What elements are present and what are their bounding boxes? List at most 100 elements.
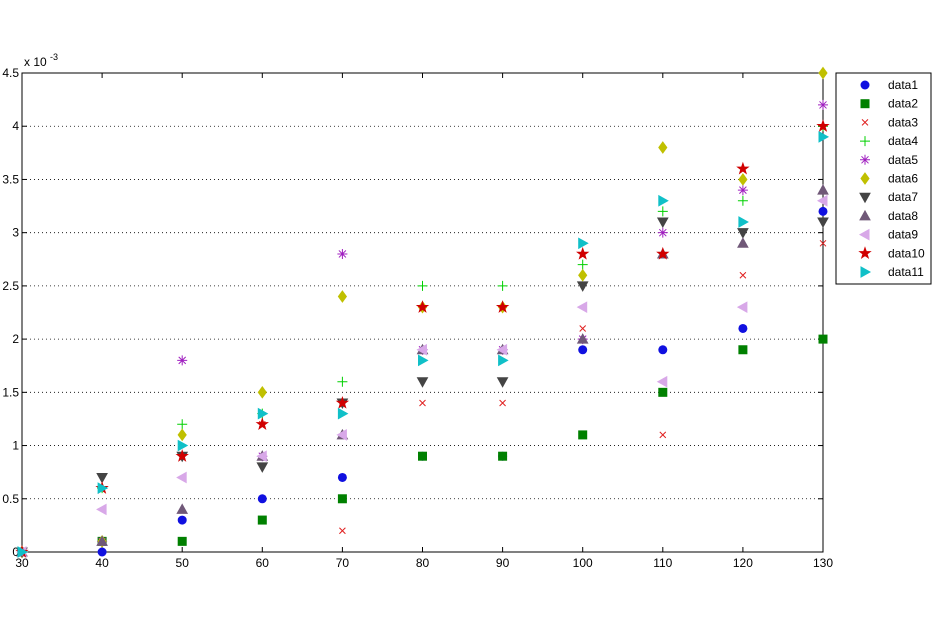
legend-marker: [861, 119, 869, 126]
x-tick-label: 70: [336, 556, 350, 570]
marker: [496, 343, 508, 356]
marker: [736, 161, 750, 175]
x-tick-label: 50: [176, 556, 190, 570]
y-tick-label: 4: [12, 119, 19, 133]
marker: [17, 546, 29, 558]
y-tick-label: 2: [12, 332, 19, 346]
marker: [497, 280, 508, 291]
marker: [576, 281, 589, 292]
x-tick-label: 80: [416, 556, 430, 570]
marker: [176, 503, 189, 514]
legend-label: data6: [888, 172, 918, 186]
marker: [738, 345, 748, 355]
marker: [498, 451, 508, 461]
marker: [737, 185, 748, 196]
legend-label: data7: [888, 190, 918, 204]
marker: [175, 449, 189, 462]
marker: [177, 355, 188, 366]
y-tick-label: 3: [12, 226, 19, 240]
legend-marker: [860, 154, 870, 165]
marker: [416, 343, 427, 356]
marker: [96, 535, 108, 546]
legend-label: data4: [888, 134, 918, 148]
legend-label: data1: [888, 78, 918, 92]
x-tick-label: 110: [653, 556, 672, 570]
marker: [659, 431, 667, 439]
marker: [818, 131, 830, 143]
marker: [738, 323, 748, 333]
marker: [577, 259, 588, 270]
marker: [739, 271, 747, 279]
marker: [257, 407, 269, 420]
marker: [576, 333, 589, 344]
x-tick-label: 40: [95, 556, 109, 570]
marker: [336, 429, 347, 441]
y-tick-label: 3.5: [2, 172, 19, 186]
marker: [496, 377, 509, 388]
legend-marker: [860, 80, 870, 90]
marker: [737, 195, 748, 206]
legend-marker: [860, 266, 872, 278]
marker: [738, 216, 749, 228]
marker: [335, 395, 350, 409]
marker: [816, 119, 830, 132]
legend-marker: [859, 192, 871, 204]
marker: [498, 354, 509, 367]
marker: [419, 399, 426, 407]
marker: [257, 385, 267, 399]
marker: [177, 428, 187, 442]
marker: [176, 471, 187, 484]
legend-label: data5: [888, 153, 918, 167]
marker: [578, 237, 589, 250]
marker: [339, 527, 346, 535]
x-tick-label: 130: [813, 556, 833, 570]
legend-marker: [859, 209, 871, 221]
marker: [818, 66, 828, 80]
y-multiplier: x 10: [24, 55, 47, 69]
marker: [658, 194, 669, 207]
plot-frame: [21, 72, 824, 553]
marker: [818, 206, 828, 216]
marker: [737, 228, 749, 239]
x-tick-label: 100: [573, 556, 593, 570]
marker: [737, 237, 749, 248]
legend-label: data2: [888, 97, 918, 111]
y-tick-label: 1: [12, 439, 19, 453]
y-tick-label: 0.5: [2, 492, 19, 506]
legend-marker: [858, 246, 872, 259]
y-tick-label: 1.5: [2, 385, 19, 399]
marker: [818, 99, 828, 110]
legend-marker: [860, 136, 870, 147]
legend-marker: [860, 172, 870, 185]
marker: [177, 439, 189, 452]
marker: [656, 246, 670, 260]
y-tick-label: 2.5: [2, 279, 19, 293]
legend-label: data3: [888, 115, 918, 129]
marker: [97, 547, 107, 557]
marker: [576, 246, 590, 260]
marker: [415, 300, 430, 313]
legend-label: data9: [888, 228, 918, 242]
marker: [256, 450, 267, 463]
marker: [97, 482, 109, 494]
marker: [818, 334, 828, 344]
legend-marker: [858, 228, 870, 241]
marker: [257, 515, 267, 525]
marker: [576, 301, 588, 314]
marker: [96, 503, 107, 516]
marker: [418, 354, 429, 367]
legend-label: data11: [888, 265, 924, 279]
legend-label: data8: [888, 209, 918, 223]
marker: [337, 376, 348, 387]
marker: [656, 375, 668, 388]
marker: [337, 472, 347, 482]
marker: [738, 173, 748, 186]
marker: [418, 451, 427, 461]
legend-marker: [860, 99, 870, 109]
marker: [417, 280, 428, 291]
marker: [337, 494, 347, 504]
legend-box: [835, 72, 932, 285]
